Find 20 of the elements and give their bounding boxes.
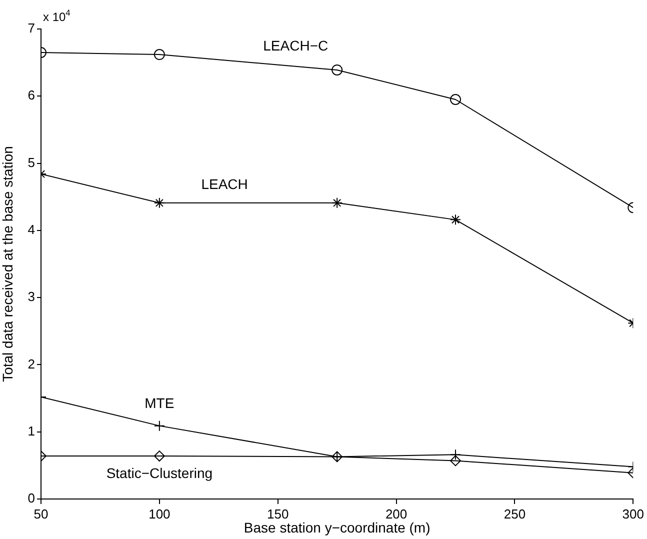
y-tick-label: 4 bbox=[28, 222, 35, 238]
x-tick-label: 300 bbox=[622, 506, 644, 522]
y-axis-title: Total data received at the base station bbox=[0, 146, 16, 382]
x-tick-label: 200 bbox=[385, 506, 408, 522]
x-tick-label: 250 bbox=[504, 506, 526, 522]
y-tick-label: 3 bbox=[28, 289, 35, 304]
y-tick-label: 0 bbox=[28, 490, 35, 506]
y-tick-label: 7 bbox=[28, 20, 35, 36]
y-tick-label: 2 bbox=[28, 356, 35, 372]
y-tick-label: 5 bbox=[28, 154, 35, 170]
series-label: LEACH bbox=[201, 176, 248, 192]
x-tick-label: 100 bbox=[148, 506, 170, 522]
series-label: Static−Clustering bbox=[106, 465, 213, 482]
x-tick-label: 50 bbox=[34, 506, 48, 522]
x-axis-title: Base station y−coordinate (m) bbox=[244, 519, 430, 536]
series-label: LEACH−C bbox=[263, 37, 328, 54]
y-tick-label: 1 bbox=[28, 423, 35, 438]
y-tick-label: 6 bbox=[28, 88, 35, 103]
x-tick-label: 150 bbox=[267, 506, 289, 522]
series-label: MTE bbox=[144, 394, 174, 411]
